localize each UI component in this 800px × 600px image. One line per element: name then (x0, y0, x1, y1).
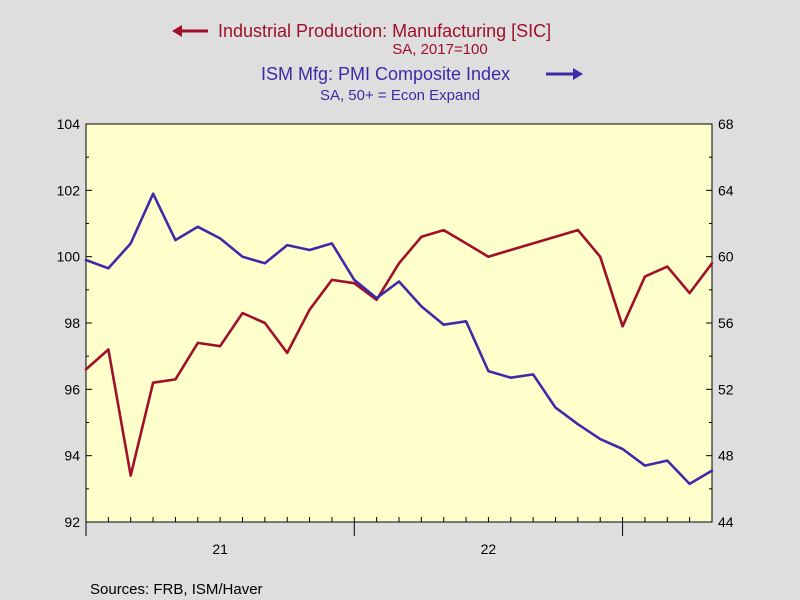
legend: Industrial Production: Manufacturing [SI… (172, 21, 583, 104)
y-right-tick-label: 64 (718, 182, 734, 198)
y-left-tick-label: 104 (57, 116, 81, 132)
y-left-tick-label: 92 (64, 514, 80, 530)
y-right-tick-label: 52 (718, 381, 734, 397)
y-right-tick-label: 60 (718, 249, 734, 265)
legend-left-title: Industrial Production: Manufacturing [SI… (218, 21, 551, 41)
y-left-tick-label: 100 (57, 249, 81, 265)
x-tick-label: 22 (481, 541, 497, 557)
y-right-tick-label: 56 (718, 315, 734, 331)
y-left-axis: 92 94 96 98 100 102 104 (57, 116, 92, 530)
y-left-tick-label: 94 (64, 448, 80, 464)
y-right-axis: 44 48 52 56 60 64 68 (706, 116, 734, 530)
y-right-tick-label: 44 (718, 514, 734, 530)
legend-arrow-right (546, 68, 583, 80)
y-right-tick-label: 48 (718, 448, 734, 464)
series-line-ism-pmi (84, 192, 714, 486)
y-left-tick-label: 102 (57, 182, 81, 198)
x-axis: 21 22 (85, 517, 713, 557)
legend-right-subtitle: SA, 50+ = Econ Expand (320, 87, 480, 104)
x-tick-label: 21 (212, 541, 228, 557)
legend-left-subtitle: SA, 2017=100 (392, 41, 488, 58)
y-left-tick-label: 96 (64, 381, 80, 397)
plot-area (85, 123, 713, 523)
series-layer (84, 192, 714, 486)
legend-arrow-left (172, 25, 208, 37)
y-right-tick-label: 68 (718, 116, 734, 132)
y-left-tick-label: 98 (64, 315, 80, 331)
source-note: Sources: FRB, ISM/Haver (90, 581, 263, 598)
series-line-industrial-production (84, 228, 714, 477)
legend-right-title: ISM Mfg: PMI Composite Index (261, 64, 510, 84)
